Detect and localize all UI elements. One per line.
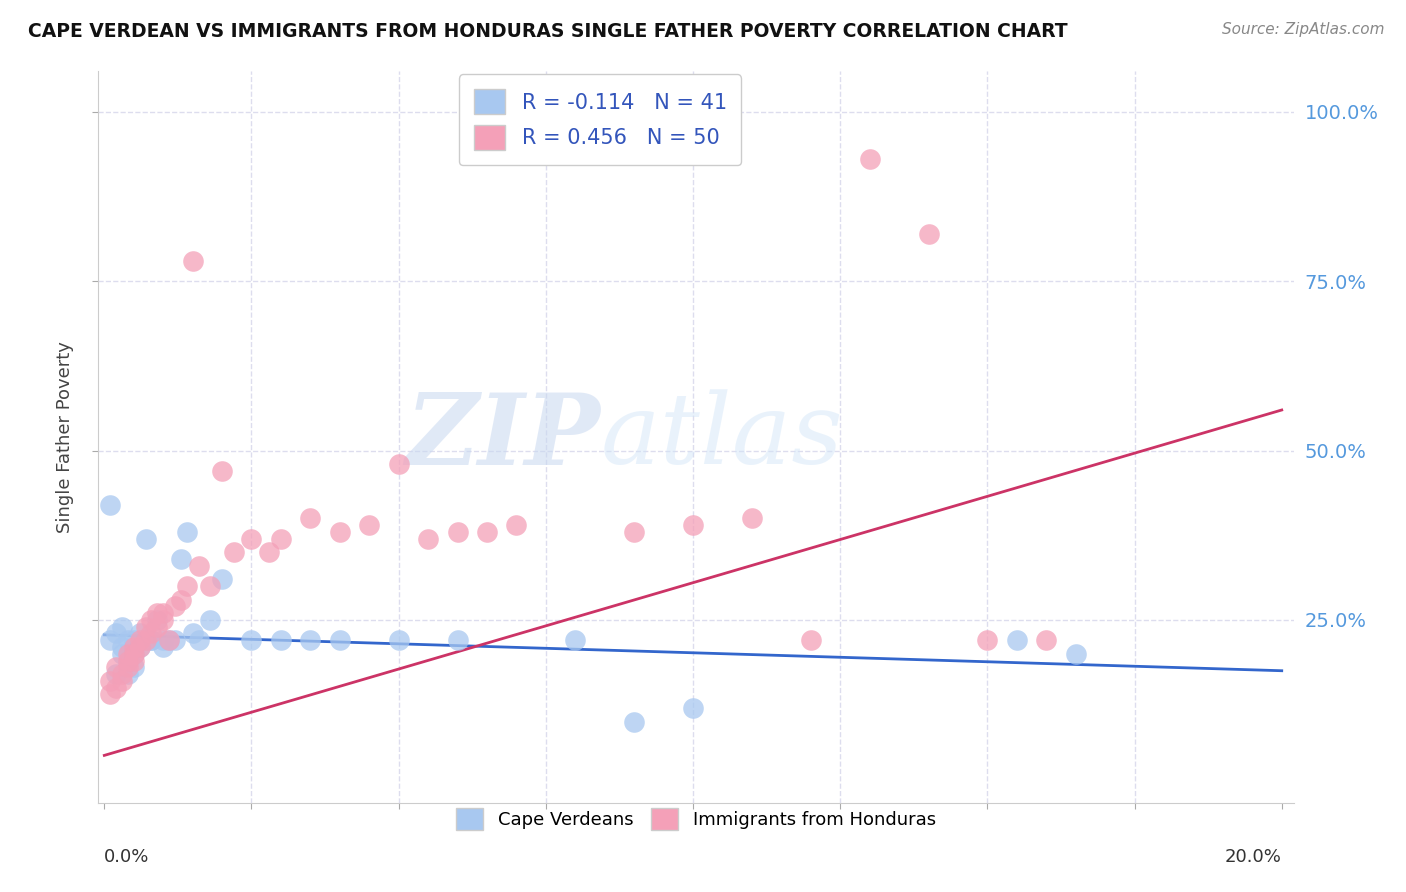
Point xyxy=(1035,633,1057,648)
Point xyxy=(105,667,128,681)
Point xyxy=(141,613,163,627)
Point xyxy=(117,654,139,668)
Point xyxy=(134,633,156,648)
Point xyxy=(200,579,222,593)
Point xyxy=(117,667,139,681)
Point xyxy=(257,545,280,559)
Point xyxy=(270,532,292,546)
Point xyxy=(623,714,645,729)
Point xyxy=(111,620,134,634)
Point xyxy=(170,592,193,607)
Point xyxy=(157,633,180,648)
Point xyxy=(128,626,150,640)
Point xyxy=(146,620,169,634)
Point xyxy=(329,633,352,648)
Point xyxy=(163,633,186,648)
Point xyxy=(176,579,198,593)
Point xyxy=(388,457,411,471)
Point xyxy=(111,667,134,681)
Point xyxy=(122,640,145,654)
Point xyxy=(388,633,411,648)
Point xyxy=(122,660,145,674)
Point xyxy=(111,640,134,654)
Point xyxy=(800,633,823,648)
Point xyxy=(122,647,145,661)
Point xyxy=(141,633,163,648)
Point xyxy=(299,633,322,648)
Point xyxy=(181,254,204,268)
Point xyxy=(141,626,163,640)
Text: 20.0%: 20.0% xyxy=(1225,848,1282,866)
Point xyxy=(146,613,169,627)
Point xyxy=(152,640,174,654)
Point xyxy=(176,524,198,539)
Point xyxy=(134,620,156,634)
Point xyxy=(146,606,169,620)
Point xyxy=(134,633,156,648)
Point xyxy=(122,647,145,661)
Point xyxy=(122,654,145,668)
Point xyxy=(128,640,150,654)
Point xyxy=(141,633,163,648)
Point xyxy=(475,524,498,539)
Point xyxy=(117,660,139,674)
Point xyxy=(859,153,882,167)
Point xyxy=(111,647,134,661)
Point xyxy=(211,572,233,586)
Point xyxy=(152,633,174,648)
Point xyxy=(682,701,704,715)
Point xyxy=(157,633,180,648)
Point xyxy=(134,532,156,546)
Point xyxy=(741,511,763,525)
Point xyxy=(170,552,193,566)
Point xyxy=(564,633,586,648)
Point xyxy=(1064,647,1087,661)
Y-axis label: Single Father Poverty: Single Father Poverty xyxy=(56,341,75,533)
Point xyxy=(446,524,468,539)
Point xyxy=(416,532,439,546)
Point xyxy=(976,633,998,648)
Point xyxy=(98,673,121,688)
Point xyxy=(105,626,128,640)
Point xyxy=(359,518,381,533)
Point xyxy=(117,647,139,661)
Point xyxy=(98,688,121,702)
Point xyxy=(152,613,174,627)
Point xyxy=(163,599,186,614)
Text: ZIP: ZIP xyxy=(405,389,600,485)
Point xyxy=(98,633,121,648)
Point xyxy=(128,640,150,654)
Point xyxy=(117,633,139,648)
Point xyxy=(122,633,145,648)
Text: CAPE VERDEAN VS IMMIGRANTS FROM HONDURAS SINGLE FATHER POVERTY CORRELATION CHART: CAPE VERDEAN VS IMMIGRANTS FROM HONDURAS… xyxy=(28,22,1067,41)
Point xyxy=(329,524,352,539)
Point xyxy=(152,606,174,620)
Point xyxy=(240,633,263,648)
Point xyxy=(187,558,209,573)
Text: 0.0%: 0.0% xyxy=(104,848,149,866)
Point xyxy=(299,511,322,525)
Point xyxy=(1005,633,1028,648)
Text: Source: ZipAtlas.com: Source: ZipAtlas.com xyxy=(1222,22,1385,37)
Point xyxy=(200,613,222,627)
Point xyxy=(187,633,209,648)
Point xyxy=(623,524,645,539)
Point xyxy=(111,673,134,688)
Point xyxy=(105,660,128,674)
Point xyxy=(222,545,245,559)
Point xyxy=(505,518,527,533)
Point xyxy=(446,633,468,648)
Text: atlas: atlas xyxy=(600,390,844,484)
Point xyxy=(270,633,292,648)
Point xyxy=(105,681,128,695)
Point xyxy=(128,633,150,648)
Point xyxy=(117,654,139,668)
Point xyxy=(240,532,263,546)
Point xyxy=(98,498,121,512)
Point xyxy=(181,626,204,640)
Point xyxy=(211,464,233,478)
Point xyxy=(682,518,704,533)
Point xyxy=(917,227,939,241)
Legend: Cape Verdeans, Immigrants from Honduras: Cape Verdeans, Immigrants from Honduras xyxy=(449,801,943,838)
